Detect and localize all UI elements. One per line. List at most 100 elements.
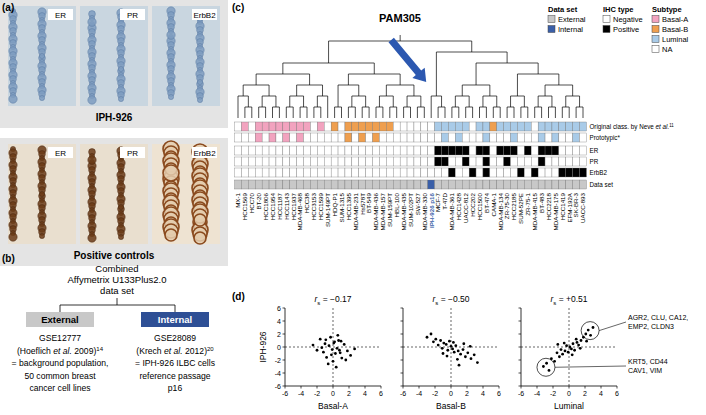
- track-cell: [428, 180, 435, 189]
- cell-nucleus: [197, 79, 202, 84]
- track-cell: [359, 133, 366, 142]
- cell-nucleus: [194, 232, 206, 244]
- track-cell: [511, 133, 518, 142]
- track-cell: [255, 157, 262, 166]
- data-point: [563, 342, 566, 345]
- branch-box: [141, 312, 209, 327]
- track-cell: [435, 180, 442, 189]
- x-tick: [349, 386, 350, 389]
- dendrogram-branch: [483, 96, 497, 107]
- track-cell: [373, 133, 380, 142]
- track-cell: [297, 133, 304, 142]
- dendrogram-branch: [259, 107, 266, 118]
- track-cell: [573, 146, 580, 155]
- track-cell: [559, 146, 566, 155]
- track-cell: [517, 157, 524, 166]
- track-label: Prototypic*: [589, 134, 620, 142]
- track-cell: [524, 157, 531, 166]
- track-cell: [400, 122, 407, 131]
- x-tick-label: 0: [449, 390, 453, 397]
- track-cell: [552, 146, 559, 155]
- data-point: [322, 351, 325, 354]
- y-tick-label: 0: [277, 344, 281, 351]
- track-cell: [524, 122, 531, 131]
- track-cell: [414, 133, 421, 142]
- data-point: [340, 357, 343, 360]
- track-cell: [407, 133, 414, 142]
- track-cell: [235, 168, 242, 177]
- data-point: [316, 349, 319, 352]
- dendrogram-root: [400, 35, 401, 41]
- track-cell: [483, 146, 490, 155]
- track-cell: [283, 157, 290, 166]
- track: [235, 146, 587, 155]
- cell-nucleus: [39, 233, 44, 238]
- data-point: [462, 342, 465, 345]
- track-cell: [421, 168, 428, 177]
- track-cell: [359, 180, 366, 189]
- track-cell: [262, 133, 269, 142]
- text-part: GSE28089: [154, 333, 196, 343]
- track-cell: [469, 122, 476, 131]
- legend-label: Basal-A: [662, 15, 688, 24]
- y-tick: [401, 347, 404, 348]
- y-tick: [519, 373, 522, 374]
- track-cell: [407, 157, 414, 166]
- x-tick: [317, 386, 318, 389]
- y-tick-label: -2: [275, 357, 281, 364]
- track-cell: [448, 122, 455, 131]
- data-point: [561, 353, 564, 356]
- track-cell: [400, 133, 407, 142]
- text-part: GSE12777: [39, 333, 81, 343]
- track-cell: [428, 146, 435, 155]
- track-cell: [559, 168, 566, 177]
- track-cell: [386, 122, 393, 131]
- data-point: [572, 342, 575, 345]
- x-tick: [365, 386, 366, 389]
- annotation-text: KRT5, CD44: [628, 358, 668, 365]
- track-cell: [324, 146, 331, 155]
- dendrogram-branch: [452, 107, 459, 118]
- track-cell: [504, 146, 511, 155]
- annotation-leader: [555, 366, 626, 367]
- track-cell: [490, 180, 497, 189]
- annotation-circle: [537, 358, 555, 376]
- data-point: [587, 329, 590, 332]
- track-cell: [511, 157, 518, 166]
- track-cell: [393, 180, 400, 189]
- data-point: [580, 339, 583, 342]
- dendrogram-branch: [362, 107, 369, 118]
- text-part: Data set: [589, 181, 613, 188]
- track-cell: [262, 180, 269, 189]
- track-cell: [531, 168, 538, 177]
- micrograph-background: [8, 144, 76, 244]
- track-cell: [345, 122, 352, 131]
- data-point: [545, 362, 548, 365]
- track-cell: [462, 146, 469, 155]
- track-cell: [317, 122, 324, 131]
- track-cell: [414, 180, 421, 189]
- plot-area: [403, 308, 499, 386]
- dendrogram-branch: [566, 96, 580, 107]
- panel-background: [0, 138, 228, 266]
- track-cell: [455, 180, 462, 189]
- dendrogram-branch: [417, 107, 424, 118]
- track-cell: [310, 146, 317, 155]
- x-axis-label: Basal-A: [318, 401, 348, 411]
- x-tick: [499, 386, 500, 389]
- data-point: [340, 340, 343, 343]
- panel-background: [0, 0, 228, 128]
- track-cell: [580, 180, 587, 189]
- x-tick: [419, 386, 420, 389]
- stain-label-box: [120, 147, 145, 158]
- cell-nucleus: [9, 233, 17, 241]
- data-point: [456, 358, 459, 361]
- data-point: [560, 348, 563, 351]
- track-cell: [345, 146, 352, 155]
- stain-label-box: [48, 9, 73, 20]
- micrograph-background: [80, 144, 148, 244]
- track-cell: [573, 157, 580, 166]
- data-point: [346, 350, 349, 353]
- track-cell: [393, 146, 400, 155]
- track-cell: [345, 157, 352, 166]
